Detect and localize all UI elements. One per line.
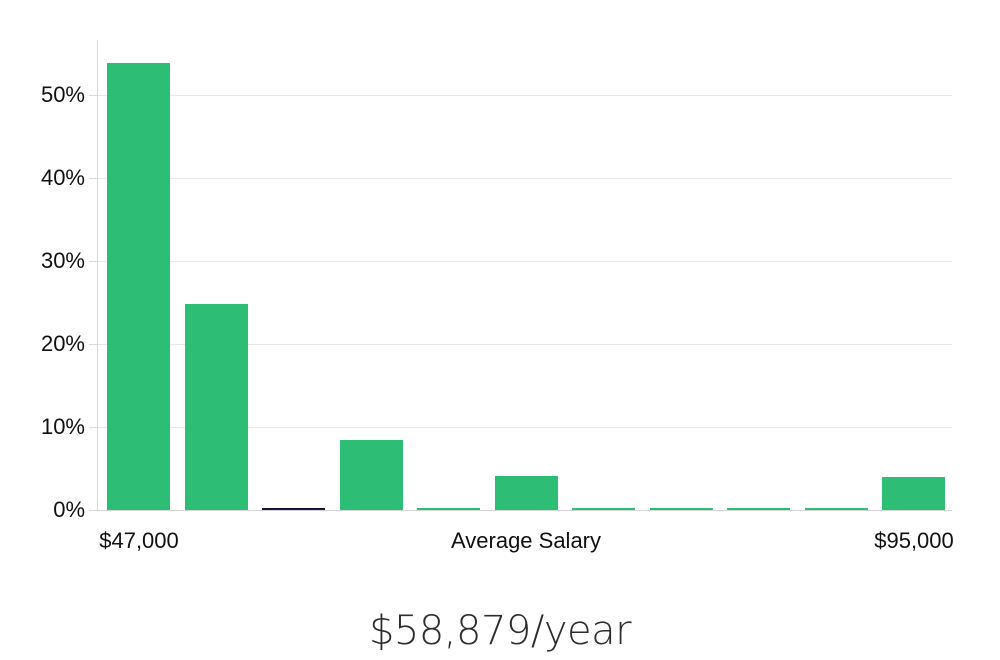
salary-bar[interactable] [495, 476, 558, 510]
y-axis-line [97, 40, 98, 510]
y-gridline [97, 261, 952, 262]
salary-bar[interactable] [882, 477, 945, 510]
average-salary-title: $58,879/year [368, 608, 632, 654]
y-gridline [97, 178, 952, 179]
y-axis-tick [89, 178, 97, 179]
y-gridline [97, 427, 952, 428]
y-axis-tick-label: 50% [40, 82, 85, 107]
y-axis-tick [89, 95, 97, 96]
y-axis-tick-label: 30% [40, 248, 85, 273]
salary-bar[interactable] [727, 508, 790, 510]
salary-bar[interactable] [185, 304, 248, 510]
salary-bar[interactable] [417, 508, 480, 510]
x-axis-tick-label: $47,000 [99, 528, 179, 553]
y-gridline [97, 95, 952, 96]
y-gridline [97, 344, 952, 345]
salary-bar[interactable] [262, 508, 325, 510]
y-axis-tick-label: 20% [40, 331, 85, 356]
salary-bar[interactable] [572, 508, 635, 510]
y-axis-tick [89, 510, 97, 511]
y-axis-tick [89, 427, 97, 428]
y-axis-tick [89, 344, 97, 345]
salary-bar[interactable] [340, 440, 403, 510]
salary-bar[interactable] [650, 508, 713, 510]
salary-bar[interactable] [805, 508, 868, 510]
salary-bar[interactable] [107, 63, 170, 510]
y-axis-tick-label: 40% [40, 165, 85, 190]
x-axis-tick-label: $95,000 [874, 528, 954, 553]
y-axis-tick [89, 261, 97, 262]
y-axis-tick-label: 0% [53, 497, 85, 522]
y-axis-tick-label: 10% [40, 414, 85, 439]
x-axis-line [97, 510, 952, 511]
x-axis-tick-label: Average Salary [450, 528, 602, 553]
